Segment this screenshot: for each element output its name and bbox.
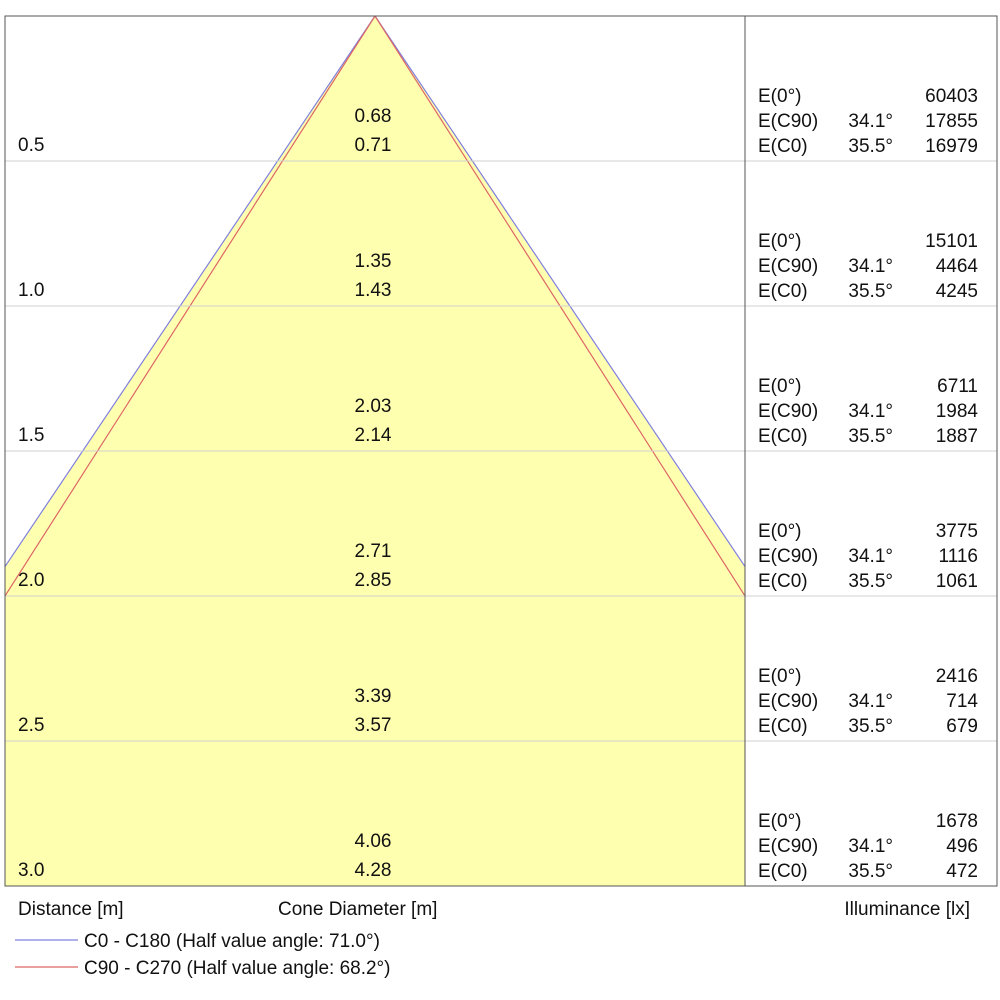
ec0-angle: 35.5° (848, 281, 893, 302)
ec90-angle: 34.1° (848, 546, 893, 567)
ec90-label: E(C90) (758, 401, 818, 422)
distance-label: 2.0 (18, 570, 44, 591)
ec0-angle: 35.5° (848, 571, 893, 592)
diameter-c0-label: 2.14 (355, 425, 392, 446)
ec90-label: E(C90) (758, 836, 818, 857)
diameter-c90-label: 3.39 (355, 686, 392, 707)
e0-value: 2416 (936, 666, 978, 687)
ec0-value: 472 (946, 861, 978, 882)
distance-label: 0.5 (18, 135, 44, 156)
ec0-label: E(C0) (758, 716, 808, 737)
e0-value: 60403 (925, 86, 978, 107)
ec0-value: 1887 (936, 426, 978, 447)
diameter-c0-label: 0.71 (355, 135, 392, 156)
ec90-label: E(C90) (758, 691, 818, 712)
x-axis-label: Distance [m] (18, 899, 124, 920)
ec0-label: E(C0) (758, 136, 808, 157)
diameter-c0-label: 4.28 (355, 860, 392, 881)
ec90-angle: 34.1° (848, 691, 893, 712)
e0-label: E(0°) (758, 521, 802, 542)
ec90-label: E(C90) (758, 111, 818, 132)
ec90-value: 714 (946, 691, 978, 712)
ec90-value: 496 (946, 836, 978, 857)
ec0-value: 4245 (936, 281, 978, 302)
ec0-value: 1061 (936, 571, 978, 592)
illuminance-label: Illuminance [lx] (844, 899, 970, 920)
diameter-c90-label: 4.06 (355, 831, 392, 852)
diameter-c0-label: 1.43 (355, 280, 392, 301)
plot-frame (4, 15, 998, 887)
ec0-angle: 35.5° (848, 716, 893, 737)
diameter-c0-label: 2.85 (355, 570, 392, 591)
diameter-c90-label: 2.03 (355, 396, 392, 417)
ec90-value: 1116 (939, 546, 978, 567)
ec90-value: 17855 (925, 111, 978, 132)
ec90-label: E(C90) (758, 256, 818, 277)
row-labels: 0.5 0.68 0.71 E(0°) 60403 E(C90) 34.1° 17855 E(C… (18, 86, 978, 882)
ec0-label: E(C0) (758, 571, 808, 592)
e0-label: E(0°) (758, 376, 802, 397)
e0-value: 1678 (936, 811, 978, 832)
ec0-value: 16979 (925, 136, 978, 157)
legend-label-c0: C0 - C180 (Half value angle: 71.0°) (84, 931, 380, 952)
legend-label-c90: C90 - C270 (Half value angle: 68.2°) (84, 958, 391, 979)
ec0-angle: 35.5° (848, 861, 893, 882)
e0-value: 3775 (936, 521, 978, 542)
distance-label: 1.0 (18, 280, 44, 301)
plot-area (4, 15, 998, 887)
ec90-angle: 34.1° (848, 401, 893, 422)
ec0-label: E(C0) (758, 426, 808, 447)
legend: C0 - C180 (Half value angle: 71.0°) C90 … (15, 931, 391, 979)
distance-label: 3.0 (18, 860, 44, 881)
ec90-angle: 34.1° (848, 836, 893, 857)
diameter-c90-label: 0.68 (355, 106, 392, 127)
ec90-value: 1984 (936, 401, 979, 422)
ec0-label: E(C0) (758, 861, 808, 882)
e0-label: E(0°) (758, 86, 802, 107)
e0-value: 15101 (925, 231, 978, 252)
ec90-label: E(C90) (758, 546, 818, 567)
e0-value: 6711 (937, 376, 978, 397)
distance-label: 2.5 (18, 715, 44, 736)
diameter-c90-label: 1.35 (355, 251, 392, 272)
ec90-angle: 34.1° (848, 111, 893, 132)
ec0-label: E(C0) (758, 281, 808, 302)
e0-label: E(0°) (758, 231, 802, 252)
ec0-angle: 35.5° (848, 426, 893, 447)
distance-label: 1.5 (18, 425, 44, 446)
e0-label: E(0°) (758, 811, 802, 832)
ec0-angle: 35.5° (848, 136, 893, 157)
ec0-value: 679 (946, 716, 978, 737)
e0-label: E(0°) (758, 666, 802, 687)
diameter-c90-label: 2.71 (355, 541, 392, 562)
ec90-angle: 34.1° (848, 256, 893, 277)
cone-diameter-label: Cone Diameter [m] (278, 899, 437, 920)
diameter-c0-label: 3.57 (355, 715, 392, 736)
ec90-value: 4464 (936, 256, 979, 277)
